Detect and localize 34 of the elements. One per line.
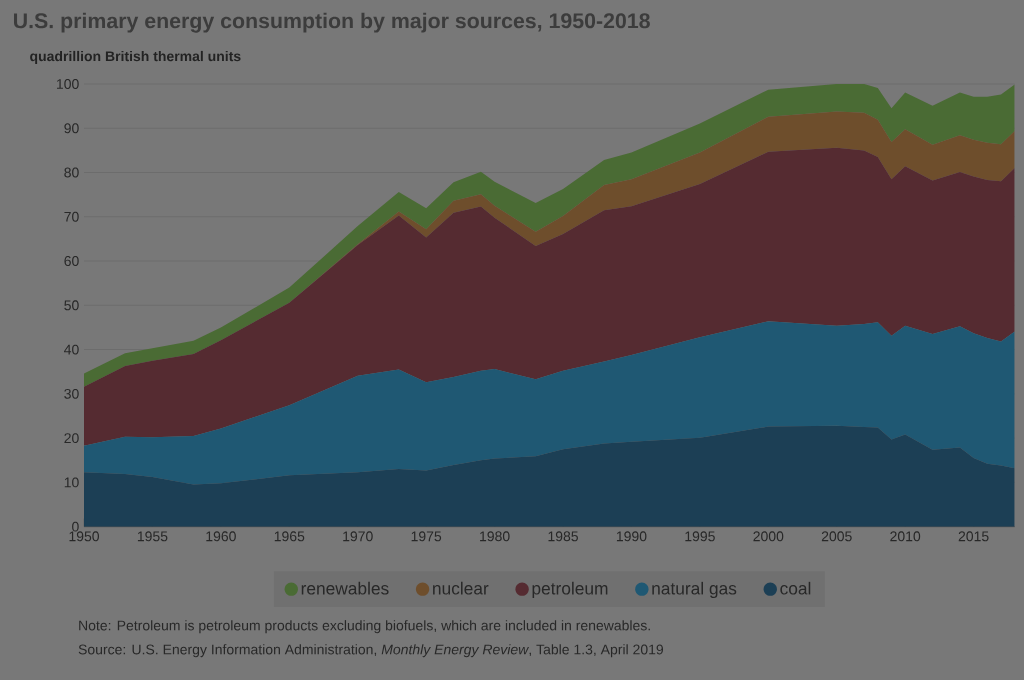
y-axis-title: quadrillion British thermal units xyxy=(30,50,241,64)
source-note: Source: U.S. Energy Information Administration, Monthly Energy Review, Table 1.3, April 2019 xyxy=(78,644,664,658)
y-tick-label: 30 xyxy=(64,388,79,399)
legend-label: nuclear xyxy=(433,581,489,595)
y-tick-label: 0 xyxy=(72,521,79,532)
x-tick-label: 2010 xyxy=(890,531,921,542)
y-tick-label: 10 xyxy=(64,477,79,488)
x-tick-label: 1995 xyxy=(685,531,715,542)
y-tick-label: 100 xyxy=(57,79,79,89)
legend-label: natural gas xyxy=(652,581,737,599)
x-tick-label: 1975 xyxy=(411,531,442,542)
x-tick-label: 2015 xyxy=(958,531,989,542)
x-tick-label: 1980 xyxy=(480,531,510,542)
x-tick-label: 1950 xyxy=(69,531,100,542)
y-tick-label: 90 xyxy=(64,123,79,134)
legend-label: coal xyxy=(780,581,811,595)
x-tick-label: 1990 xyxy=(616,531,647,542)
y-tick-label: 60 xyxy=(64,256,79,267)
x-tick-label: 2000 xyxy=(753,531,784,542)
x-tick-label: 1970 xyxy=(343,531,373,542)
chart-title: U.S. primary energy consumption by major sources, 1950-2018 xyxy=(13,12,650,33)
y-tick-label: 50 xyxy=(64,300,79,311)
text: Note: Petroleum is petroleum products excluding biofuels, which are included in renewables. xyxy=(79,620,650,634)
legend-label: renewables xyxy=(301,581,389,595)
x-tick-label: 2005 xyxy=(821,531,852,542)
legend-label: petroleum xyxy=(532,581,608,599)
y-tick-label: 20 xyxy=(64,433,79,444)
x-tick-label: 1985 xyxy=(548,531,578,542)
y-tick-label: 40 xyxy=(64,344,79,355)
y-tick-label: 70 xyxy=(64,211,79,222)
x-tick-label: 1965 xyxy=(274,531,305,542)
x-tick-label: 1955 xyxy=(137,531,168,542)
x-tick-label: 1960 xyxy=(206,531,236,542)
y-tick-label: 80 xyxy=(64,167,79,178)
